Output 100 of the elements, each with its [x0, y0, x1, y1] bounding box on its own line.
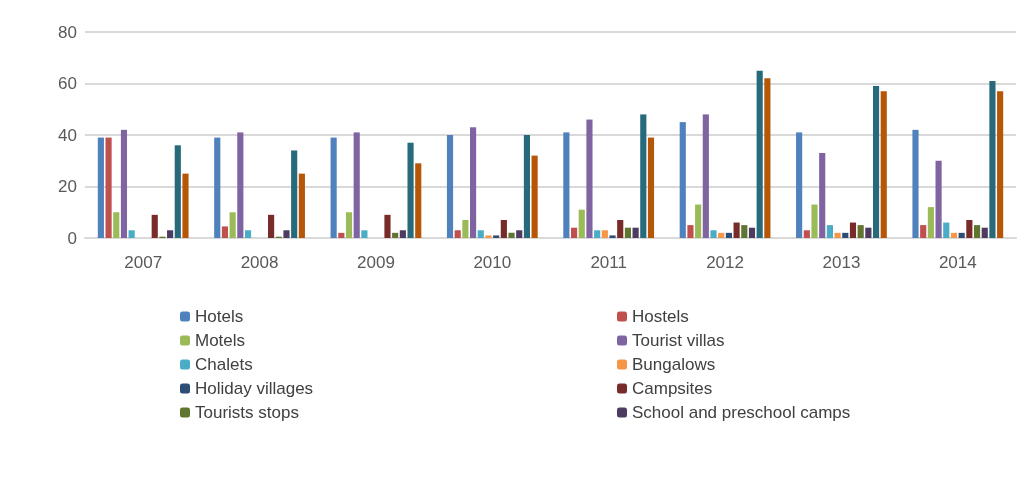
x-tick-label: 2007 — [124, 253, 163, 272]
bar — [679, 122, 686, 238]
bar — [361, 230, 368, 238]
bar — [407, 142, 414, 238]
bar — [920, 225, 927, 238]
bar — [268, 214, 275, 238]
bar — [748, 227, 756, 238]
bar — [493, 235, 500, 238]
legend-label: Campsites — [632, 379, 713, 398]
bar — [353, 132, 360, 238]
x-tick-label: 2012 — [706, 253, 744, 272]
bar — [834, 232, 841, 238]
bar — [151, 214, 158, 238]
y-tick-label: 80 — [58, 22, 77, 42]
bar — [617, 219, 624, 238]
bar — [298, 173, 305, 238]
bar — [338, 232, 345, 238]
bar — [330, 137, 337, 238]
legend-label: Chalets — [195, 355, 253, 374]
bar — [182, 173, 189, 238]
bar — [741, 225, 748, 238]
bar — [687, 225, 694, 238]
bar — [120, 129, 128, 238]
bar — [733, 222, 740, 238]
bar — [570, 227, 578, 238]
bar — [989, 80, 996, 238]
bar — [647, 137, 655, 238]
x-tick-label: 2008 — [240, 253, 279, 272]
x-tick-label: 2011 — [590, 253, 627, 272]
bar — [470, 127, 477, 238]
bar — [392, 232, 399, 238]
y-tick-label: 20 — [58, 177, 77, 196]
x-tick-label: 2013 — [822, 253, 861, 272]
bar — [531, 155, 538, 238]
bar — [981, 227, 988, 238]
bar — [966, 219, 973, 238]
bar — [927, 207, 934, 238]
bar — [849, 222, 857, 238]
bar — [485, 235, 492, 238]
bar — [819, 153, 826, 238]
bar — [764, 78, 771, 238]
bar — [97, 137, 104, 238]
bar — [857, 225, 864, 238]
bar — [935, 160, 942, 238]
bar — [128, 230, 135, 238]
bar — [594, 230, 601, 238]
bar — [283, 230, 290, 238]
bar — [500, 219, 507, 238]
bar — [640, 114, 647, 238]
legend-label: Holiday villages — [195, 379, 314, 398]
bar — [563, 132, 570, 238]
y-tick-label: 0 — [67, 228, 77, 248]
y-tick-label: 40 — [58, 125, 77, 145]
bar — [912, 129, 919, 238]
bar — [291, 150, 298, 238]
legend-label: School and preschool camps — [632, 403, 851, 422]
bar — [415, 163, 422, 238]
bar — [624, 227, 631, 238]
bar — [865, 227, 872, 238]
bar — [384, 214, 391, 238]
bar — [105, 137, 112, 238]
bar — [167, 230, 174, 238]
bar — [477, 230, 484, 238]
bar — [523, 135, 531, 238]
bar — [950, 232, 958, 238]
bar — [601, 230, 608, 238]
x-tick-label: 2014 — [938, 253, 977, 272]
bar — [237, 132, 244, 238]
bar — [710, 230, 717, 238]
bar — [609, 235, 616, 238]
bar — [244, 230, 252, 238]
bar — [229, 212, 236, 238]
bar — [796, 132, 803, 238]
bar — [872, 86, 880, 238]
bar — [174, 145, 181, 238]
bar — [586, 119, 593, 238]
bar — [811, 204, 818, 238]
legend-label: Hotels — [195, 307, 244, 326]
bar — [842, 232, 849, 238]
bar — [725, 232, 732, 238]
legend-label: Tourists stops — [195, 403, 299, 422]
bar — [756, 70, 763, 238]
bar — [943, 222, 950, 238]
bar — [826, 225, 833, 238]
bar — [446, 135, 454, 238]
bar — [958, 232, 965, 238]
bar — [113, 212, 120, 238]
bar — [454, 230, 461, 238]
bar — [345, 212, 353, 238]
bar — [997, 91, 1004, 238]
bar — [702, 114, 709, 238]
x-tick-label: 2010 — [473, 253, 512, 272]
bar — [214, 137, 221, 238]
bar — [973, 225, 981, 238]
legend-label: Tourist villas — [632, 331, 725, 350]
bar — [803, 230, 810, 238]
bar — [718, 232, 725, 238]
legend-label: Hostels — [632, 307, 689, 326]
x-tick-label: 2009 — [357, 253, 395, 272]
bar — [399, 230, 406, 238]
